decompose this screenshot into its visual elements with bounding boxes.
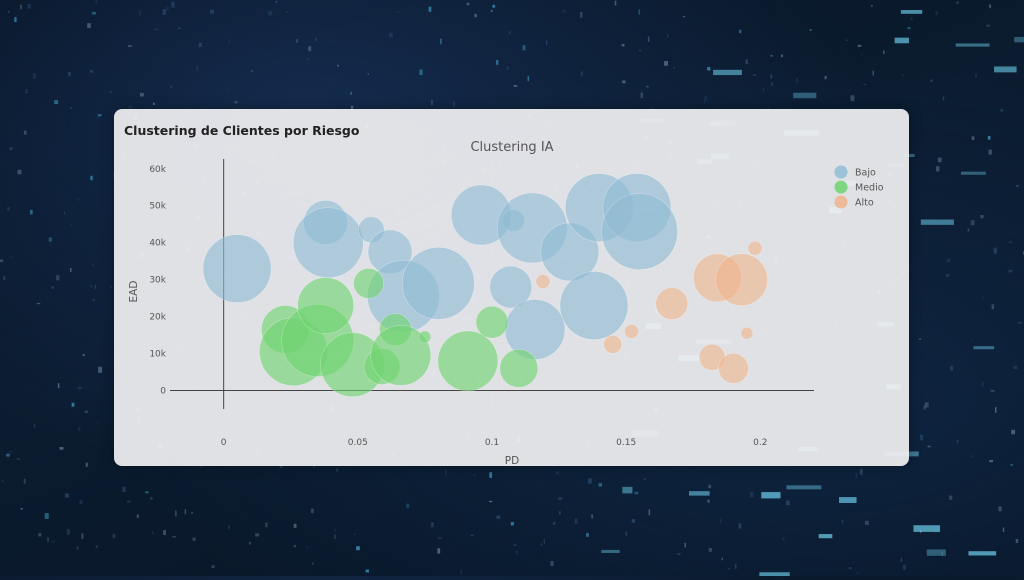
x-tick-label: 0.1	[485, 438, 499, 448]
legend-label-bajo[interactable]: Bajo	[855, 168, 876, 179]
bubble-alto[interactable]	[715, 253, 768, 306]
y-tick-label: 0	[160, 387, 166, 397]
y-tick-label: 30k	[149, 276, 166, 286]
bubble-alto[interactable]	[535, 274, 551, 289]
y-tick-label: 60k	[149, 165, 166, 175]
bubbles	[202, 173, 768, 397]
y-axis-label: EAD	[128, 281, 140, 303]
x-tick-label: 0.15	[616, 438, 636, 448]
legend-marker-alto[interactable]	[834, 195, 848, 209]
x-tick-label: 0	[221, 438, 227, 448]
bubble-alto[interactable]	[747, 240, 763, 256]
legend-label-medio[interactable]: Medio	[855, 183, 884, 194]
card-title: Clustering de Clientes por Riesgo	[124, 123, 360, 138]
bubble-bajo[interactable]	[293, 207, 364, 278]
bubble-bajo[interactable]	[202, 234, 272, 303]
bubble-medio[interactable]	[437, 330, 499, 392]
bubble-bajo[interactable]	[601, 193, 678, 270]
bubble-alto[interactable]	[603, 335, 623, 354]
legend: Bajo Medio Alto	[834, 165, 884, 209]
legend-label-alto[interactable]: Alto	[855, 198, 874, 209]
bubble-chart: Clustering IA 0 10k 20k 30k 40k 50k 60k 0 0.05 0.…	[128, 140, 884, 466]
bubble-alto[interactable]	[740, 326, 754, 340]
bubble-medio[interactable]	[418, 330, 432, 344]
bubble-medio[interactable]	[499, 349, 539, 388]
chart-card: Clustering de Clientes por Riesgo Cluste…	[114, 109, 909, 466]
x-tick-label: 0.2	[753, 438, 767, 448]
bubble-alto[interactable]	[655, 287, 689, 320]
x-axis-label: PD	[505, 455, 519, 466]
bubble-alto[interactable]	[624, 324, 639, 339]
y-tick-label: 40k	[149, 239, 166, 249]
bubble-bajo[interactable]	[402, 247, 475, 320]
bubble-alto[interactable]	[718, 353, 749, 384]
bubble-medio[interactable]	[370, 325, 432, 386]
y-tick-label: 50k	[149, 202, 166, 212]
legend-marker-bajo[interactable]	[834, 165, 848, 179]
bubble-medio[interactable]	[475, 305, 509, 339]
tick-labels: 0 10k 20k 30k 40k 50k 60k 0 0.05 0.1 0.15 0.2	[149, 165, 767, 448]
y-tick-label: 10k	[149, 350, 166, 360]
bubble-bajo[interactable]	[559, 271, 629, 340]
y-tick-label: 20k	[149, 313, 166, 323]
bubble-bajo[interactable]	[489, 265, 533, 309]
bubble-medio[interactable]	[297, 277, 354, 334]
bubble-medio[interactable]	[353, 268, 384, 299]
legend-marker-medio[interactable]	[834, 180, 848, 194]
chart-title: Clustering IA	[470, 140, 553, 155]
x-tick-label: 0.05	[348, 438, 368, 448]
